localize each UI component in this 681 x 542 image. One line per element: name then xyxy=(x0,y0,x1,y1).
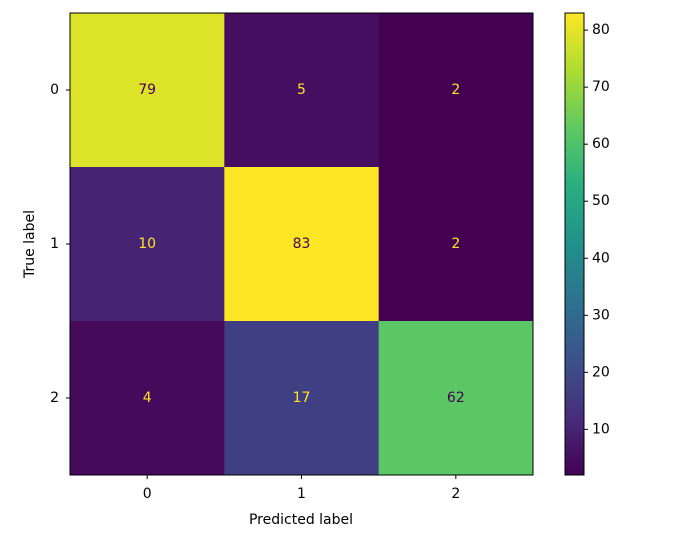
colorbar-tick-label: 70 xyxy=(592,79,610,95)
x-axis-label: Predicted label xyxy=(249,512,353,528)
x-tick-label: 2 xyxy=(451,486,460,502)
colorbar-tick-label: 30 xyxy=(592,307,610,323)
heatmap-cell xyxy=(224,167,380,322)
colorbar-tick-label: 60 xyxy=(592,136,610,152)
cell-label: 5 xyxy=(297,82,306,98)
heatmap-cell xyxy=(70,167,225,322)
colorbar-tick-label: 10 xyxy=(592,421,610,437)
heatmap-cell xyxy=(224,321,380,476)
cell-label: 17 xyxy=(293,390,311,406)
y-tick-label: 0 xyxy=(50,82,59,98)
colorbar-tick-label: 50 xyxy=(592,193,610,209)
x-tick-label: 1 xyxy=(297,486,306,502)
colorbar-tick-label: 80 xyxy=(592,22,610,38)
heatmap-cell xyxy=(70,321,225,476)
cell-label: 83 xyxy=(293,236,311,252)
heatmap-cell xyxy=(378,13,534,168)
y-axis-label: True label xyxy=(22,210,38,279)
cell-label: 62 xyxy=(447,390,465,406)
y-tick-label: 1 xyxy=(50,236,59,252)
heatmap-cell xyxy=(378,321,534,476)
colorbar xyxy=(564,12,585,476)
x-tick-label: 0 xyxy=(143,486,152,502)
colorbar-tick-label: 20 xyxy=(592,364,610,380)
y-tick-label: 2 xyxy=(50,390,59,406)
cell-label: 2 xyxy=(451,82,460,98)
cell-label: 2 xyxy=(451,236,460,252)
cell-label: 79 xyxy=(138,82,156,98)
colorbar-tick-label: 40 xyxy=(592,250,610,266)
heatmap-cell xyxy=(224,13,380,168)
heatmap-cell xyxy=(378,167,534,322)
heatmap-cell xyxy=(70,13,225,168)
cell-label: 4 xyxy=(143,390,152,406)
cell-label: 10 xyxy=(138,236,156,252)
